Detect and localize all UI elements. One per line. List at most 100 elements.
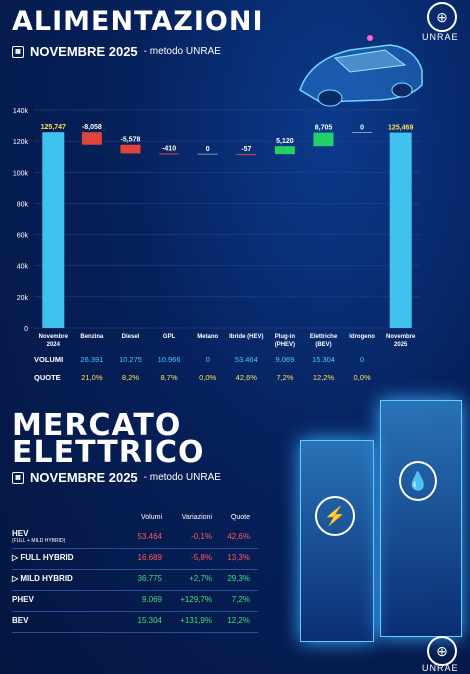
- bar-9: [389, 132, 412, 328]
- y-tick-label: 120k: [13, 139, 29, 146]
- quote-value: 0,0%: [199, 373, 217, 382]
- header-volumi: Volumi: [140, 514, 162, 521]
- charging-station-right-icon: 💧: [380, 400, 462, 637]
- market-title: MERCATO ELETTRICO: [12, 408, 205, 470]
- subtitle-date: NOVEMBRE 2025: [30, 44, 138, 59]
- row-label: HEV (FULL + MILD HYBRID): [12, 529, 66, 544]
- data-label: -410: [162, 145, 176, 152]
- unrae-logo-bottom-icon: ⊕: [427, 636, 457, 666]
- data-label: 0: [360, 125, 364, 132]
- quote-value: 0,0%: [353, 373, 371, 382]
- quote-value: 12,2%: [312, 373, 335, 382]
- row-label: ▷ FULL HYBRID: [12, 553, 74, 562]
- market-subtitle-date: NOVEMBRE 2025: [30, 470, 138, 485]
- quote-value: 8,2%: [121, 373, 140, 382]
- cell-variazioni: +131,9%: [180, 616, 212, 625]
- cell-volumi: 53.464: [137, 532, 162, 541]
- data-label: 5,120: [276, 138, 294, 145]
- data-label: -8,058: [82, 124, 102, 131]
- bar-5: [236, 154, 257, 156]
- x-tick-label: Elettriche: [310, 334, 338, 340]
- x-tick-label: Diesel: [122, 334, 140, 340]
- subtitle-meta: - metodo UNRAE: [143, 46, 221, 57]
- table-row: HEV (FULL + MILD HYBRID) 53.464 -0,1% 42,6%: [12, 528, 258, 549]
- logo-text: UNRAE: [422, 32, 459, 42]
- x-tick-label: Plug-in: [275, 334, 296, 340]
- row-label: BEV: [12, 616, 29, 625]
- market-title-line1: MERCATO: [12, 408, 182, 443]
- table-row: ▷ MILD HYBRID 36.775 +2,7% 29,3%: [12, 570, 258, 591]
- data-label: 125,747: [41, 124, 66, 131]
- cell-quote: 42,6%: [227, 532, 250, 541]
- table-row: BEV 15.304 +131,9% 12,2%: [12, 612, 258, 633]
- bar-2: [120, 144, 141, 154]
- data-label: 8,705: [315, 125, 333, 132]
- page-title: ALIMENTAZIONI: [12, 6, 264, 37]
- cell-variazioni: -0,1%: [191, 532, 212, 541]
- y-tick-label: 0: [24, 326, 28, 333]
- quote-value: 8,7%: [160, 373, 178, 382]
- data-label: -5,578: [121, 137, 141, 144]
- header-quote: Quote: [230, 514, 250, 521]
- volumi-value: 9.069: [275, 355, 295, 364]
- quote-value: 21,0%: [81, 373, 103, 382]
- cell-quote: 13,3%: [227, 553, 250, 562]
- x-tick-label: Novembre: [386, 334, 416, 340]
- cell-volumi: 16.689: [137, 553, 162, 562]
- quote-value: 7,2%: [276, 373, 294, 382]
- calendar-icon: ▦: [12, 45, 24, 58]
- bolt-icon: ⚡: [315, 496, 355, 536]
- bar-1: [81, 132, 102, 145]
- cell-volumi: 15.304: [137, 616, 162, 625]
- volumi-value: 0: [360, 355, 365, 364]
- subtitle: ▦ NOVEMBRE 2025 - metodo UNRAE: [12, 44, 221, 59]
- x-tick-label: Metano: [197, 334, 218, 340]
- unrae-logo-icon: ⊕: [427, 2, 457, 32]
- volumi-value: 10.275: [119, 355, 142, 364]
- header-variazioni: Variazioni: [181, 514, 212, 521]
- market-subtitle-meta: - metodo UNRAE: [143, 472, 221, 483]
- cell-variazioni: +2,7%: [189, 574, 212, 583]
- cell-quote: 7,2%: [231, 595, 250, 604]
- table-row: PHEV 9.069 +129,7% 7,2%: [12, 591, 258, 612]
- market-title-line2: ELETTRICO: [12, 435, 205, 470]
- charging-station-left-icon: ⚡: [300, 440, 374, 642]
- x-tick-label: 2025: [394, 342, 408, 348]
- x-tick-label: Ibride (HEV): [229, 334, 263, 340]
- y-tick-label: 60k: [17, 233, 29, 240]
- y-tick-label: 40k: [17, 264, 29, 271]
- x-tick-label: (BEV): [315, 342, 331, 348]
- calendar-icon: ▦: [12, 471, 24, 484]
- quote-label: QUOTE: [34, 373, 61, 382]
- volumi-label: VOLUMI: [34, 355, 64, 364]
- bar-7: [313, 132, 334, 147]
- volumi-value: 15.304: [312, 355, 335, 364]
- cell-variazioni: -5,8%: [191, 553, 212, 562]
- quote-value: 42,6%: [235, 373, 257, 382]
- x-tick-label: Benzina: [80, 334, 104, 340]
- cell-volumi: 36.775: [137, 574, 162, 583]
- data-label: 125,469: [388, 125, 413, 132]
- waterfall-chart: 0 20k 40k 60k 80k 100k 120k 140k 125,747 Novembre…: [13, 108, 420, 348]
- volumi-value: 26.391: [80, 355, 104, 364]
- car-illustration-icon: [299, 35, 423, 107]
- data-label: -57: [241, 146, 251, 153]
- volumi-value: 10.966: [157, 355, 181, 364]
- market-subtitle: ▦ NOVEMBRE 2025 - metodo UNRAE: [12, 470, 221, 485]
- volumi-value: 0: [205, 355, 210, 364]
- x-tick-label: Novembre: [39, 334, 69, 340]
- y-tick-label: 100k: [13, 170, 29, 177]
- y-tick-label: 80k: [17, 201, 29, 208]
- volumi-value: 53.464: [234, 355, 258, 364]
- drop-icon: 💧: [399, 461, 437, 501]
- logo-text-bottom: UNRAE: [422, 663, 459, 673]
- x-tick-label: GPL: [163, 334, 176, 340]
- bar-3: [159, 153, 180, 155]
- row-label: PHEV: [12, 595, 34, 604]
- row-label: ▷ MILD HYBRID: [12, 574, 73, 583]
- x-tick-label: (PHEV): [275, 342, 295, 348]
- y-tick-label: 20k: [17, 295, 29, 302]
- data-label: 0: [206, 146, 210, 153]
- x-tick-label: Idrogeno: [349, 334, 375, 340]
- cell-variazioni: +129,7%: [180, 595, 212, 604]
